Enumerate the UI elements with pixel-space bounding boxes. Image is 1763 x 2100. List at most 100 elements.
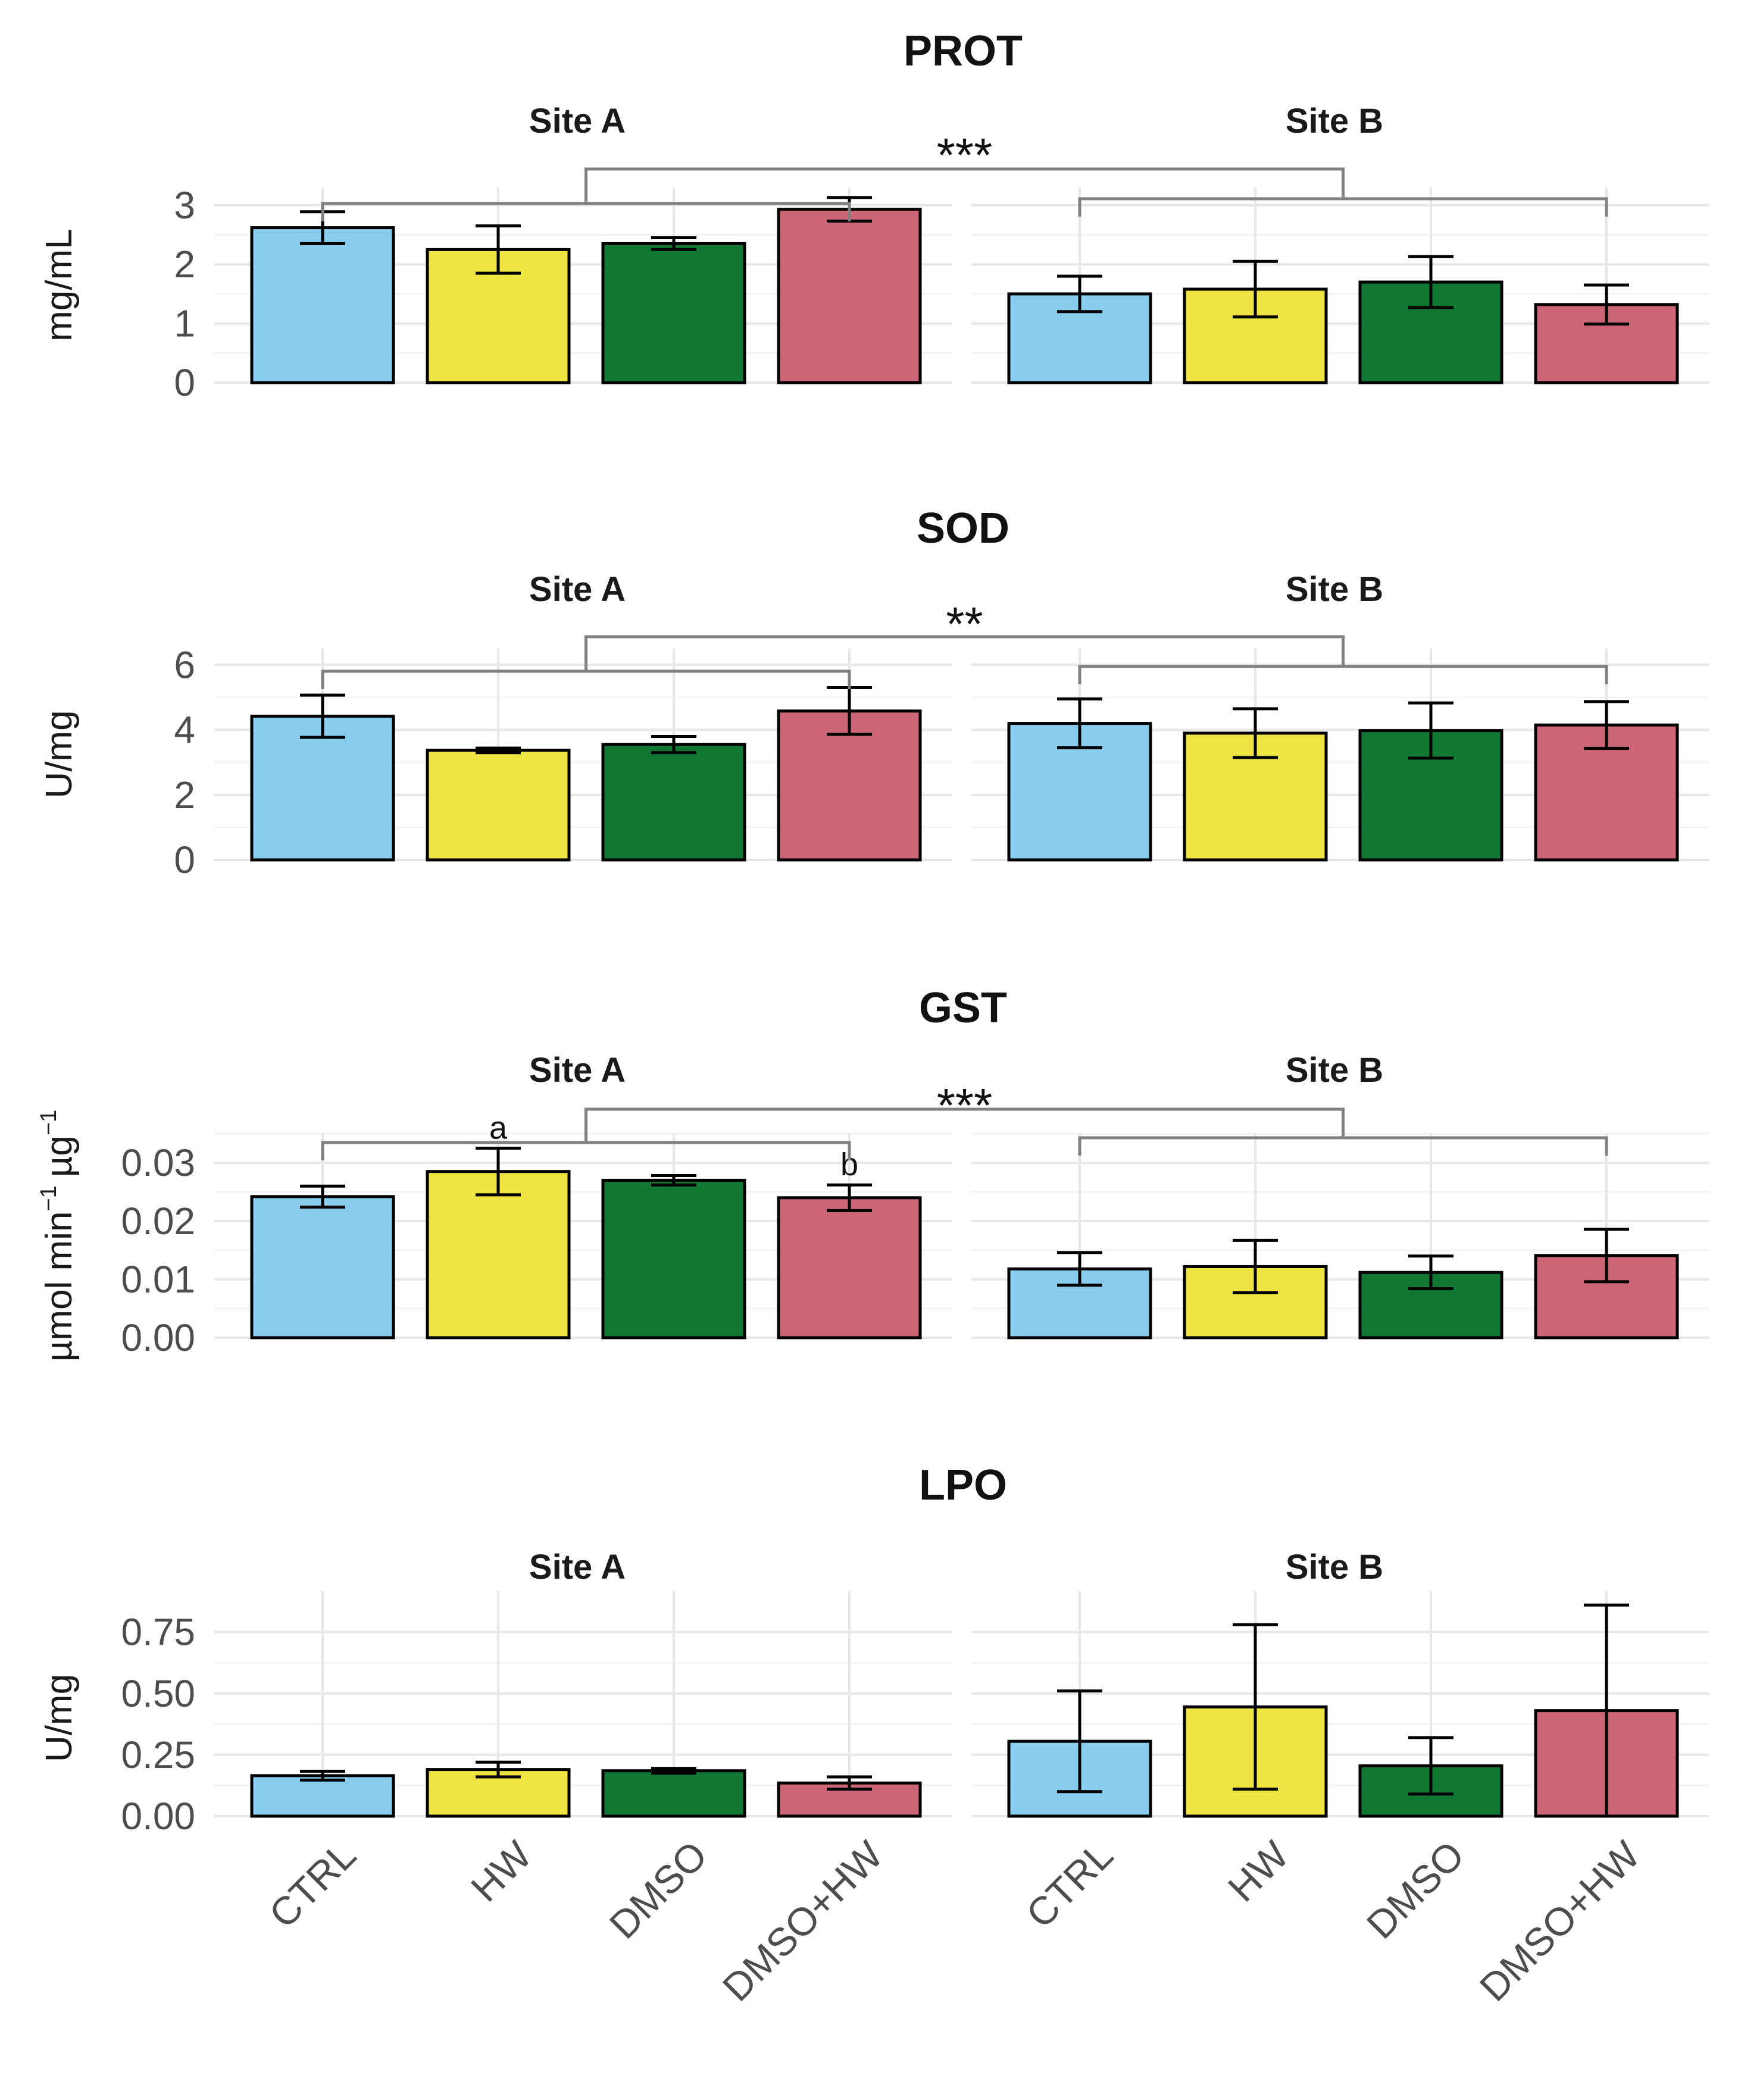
facet-label: Site B xyxy=(1286,1051,1383,1090)
x-tick-label: HW xyxy=(462,1832,540,1910)
facet-label: Site A xyxy=(529,1548,626,1586)
significance-stars: *** xyxy=(937,129,992,181)
error-bar xyxy=(1233,707,1278,759)
error-bar xyxy=(1233,259,1278,319)
y-tick-label: 4 xyxy=(174,709,195,752)
bar-ctrl xyxy=(250,1774,395,1818)
bar-hw xyxy=(426,749,571,862)
y-tick-label: 0.02 xyxy=(121,1200,195,1243)
error-bar xyxy=(476,1147,521,1197)
bar-dmso xyxy=(601,1769,746,1818)
panel-sod: SOD Site A Site B 0 2 4 6 U/mg ** xyxy=(39,505,1709,881)
significance-bracket xyxy=(1078,1136,1608,1156)
main-significance-bracket xyxy=(584,635,1345,671)
y-axis-label: U/mg xyxy=(39,1674,80,1762)
significance-letter: a xyxy=(489,1110,508,1146)
bar-ctrl xyxy=(1007,1267,1152,1340)
bar-dmso xyxy=(601,242,746,384)
y-tick-label: 0.00 xyxy=(121,1795,195,1838)
y-tick-label: 0.25 xyxy=(121,1733,195,1776)
y-tick-label: 6 xyxy=(174,643,195,686)
panel-lpo: LPO Site A Site B 0.00 0.25 0.50 0.75 U/mg CTRL H… xyxy=(39,1461,1709,2010)
y-tick-label: 0.01 xyxy=(121,1258,195,1301)
y-axis-label-exp: −1 xyxy=(36,1185,61,1211)
bar-ctrl xyxy=(250,715,395,862)
x-tick-label: HW xyxy=(1220,1832,1298,1910)
y-tick-label: 2 xyxy=(174,243,195,286)
y-axis-label: U/mg xyxy=(39,710,80,798)
error-bar xyxy=(1057,274,1102,314)
significance-bracket xyxy=(321,1141,851,1160)
y-tick-label: 2 xyxy=(174,774,195,816)
y-tick-label: 1 xyxy=(174,302,195,345)
y-axis-label-exp: −1 xyxy=(36,1110,61,1135)
x-tick-label: CTRL xyxy=(1018,1833,1121,1936)
facet-site-b: Site B xyxy=(971,1548,1709,1818)
error-bar xyxy=(1233,1238,1278,1295)
error-bar xyxy=(476,1760,521,1779)
error-bar xyxy=(1057,1251,1102,1287)
bar-dmso xyxy=(601,743,746,862)
facet-site-b: Site B xyxy=(971,1051,1709,1340)
error-bar xyxy=(300,1770,345,1782)
significance-stars: *** xyxy=(937,1079,992,1132)
facet-site-a: Site Aab xyxy=(214,1051,952,1340)
error-bar xyxy=(1408,701,1453,760)
y-axis-label-unit: µg xyxy=(39,1135,80,1177)
facet-site-a: Site A xyxy=(214,102,952,384)
error-bar xyxy=(476,746,521,755)
y-tick-label: 0.50 xyxy=(121,1672,195,1715)
panel-title: LPO xyxy=(919,1461,1007,1509)
facet-label: Site B xyxy=(1286,102,1383,140)
significance-bracket xyxy=(1078,197,1608,217)
bar-ctrl xyxy=(250,1195,395,1340)
error-bar xyxy=(651,1174,696,1187)
x-tick-label: DMSO+HW xyxy=(1471,1832,1649,2010)
bar-dmso-plus-hw xyxy=(777,1196,922,1340)
y-tick-label: 0.00 xyxy=(121,1316,195,1359)
error-bar xyxy=(1408,1254,1453,1291)
facet-label: Site B xyxy=(1286,570,1383,609)
significance-stars: ** xyxy=(946,597,983,650)
y-tick-label: 0 xyxy=(174,361,195,404)
error-bar xyxy=(1584,1228,1629,1284)
facet-label: Site A xyxy=(529,570,626,609)
panel-prot: PROT Site A Site B 0 1 2 3 mg/mL *** xyxy=(39,27,1709,404)
error-bar xyxy=(1057,1689,1102,1794)
main-significance-bracket xyxy=(584,167,1345,204)
error-bar xyxy=(300,1184,345,1209)
facet-site-a: Site A xyxy=(214,1548,952,1818)
error-bar xyxy=(651,734,696,755)
panel-title: GST xyxy=(919,984,1007,1032)
error-bar xyxy=(827,1183,872,1212)
error-bar xyxy=(300,693,345,739)
y-tick-label: 0.03 xyxy=(121,1141,195,1184)
y-tick-label: 0 xyxy=(174,838,195,881)
error-bar xyxy=(1233,1623,1278,1791)
facet-site-a: Site A xyxy=(214,570,952,862)
facet-label: Site B xyxy=(1286,1548,1383,1586)
x-tick-label: DMSO xyxy=(1358,1833,1473,1947)
facet-site-b: Site B xyxy=(971,102,1709,384)
bar-dmso-plus-hw xyxy=(777,208,922,384)
error-bar xyxy=(1408,255,1453,309)
facet-label: Site A xyxy=(529,1051,626,1090)
x-tick-label: DMSO+HW xyxy=(714,1832,892,2010)
y-axis-label-main: µmol min xyxy=(39,1212,80,1362)
y-axis-label: µmol min−1µg−1 xyxy=(36,1110,80,1362)
error-bar xyxy=(1584,283,1629,326)
bar-dmso xyxy=(601,1178,746,1340)
x-tick-label: CTRL xyxy=(261,1833,364,1936)
y-tick-label: 3 xyxy=(174,184,195,227)
bar-hw xyxy=(426,1170,571,1340)
y-axis-label: mg/mL xyxy=(39,229,80,341)
error-bar xyxy=(1584,1603,1629,1818)
error-bar xyxy=(651,236,696,251)
main-significance-bracket xyxy=(584,1107,1345,1143)
error-bar xyxy=(651,1767,696,1775)
x-tick-label: DMSO xyxy=(601,1833,715,1947)
bar-ctrl xyxy=(250,226,395,384)
